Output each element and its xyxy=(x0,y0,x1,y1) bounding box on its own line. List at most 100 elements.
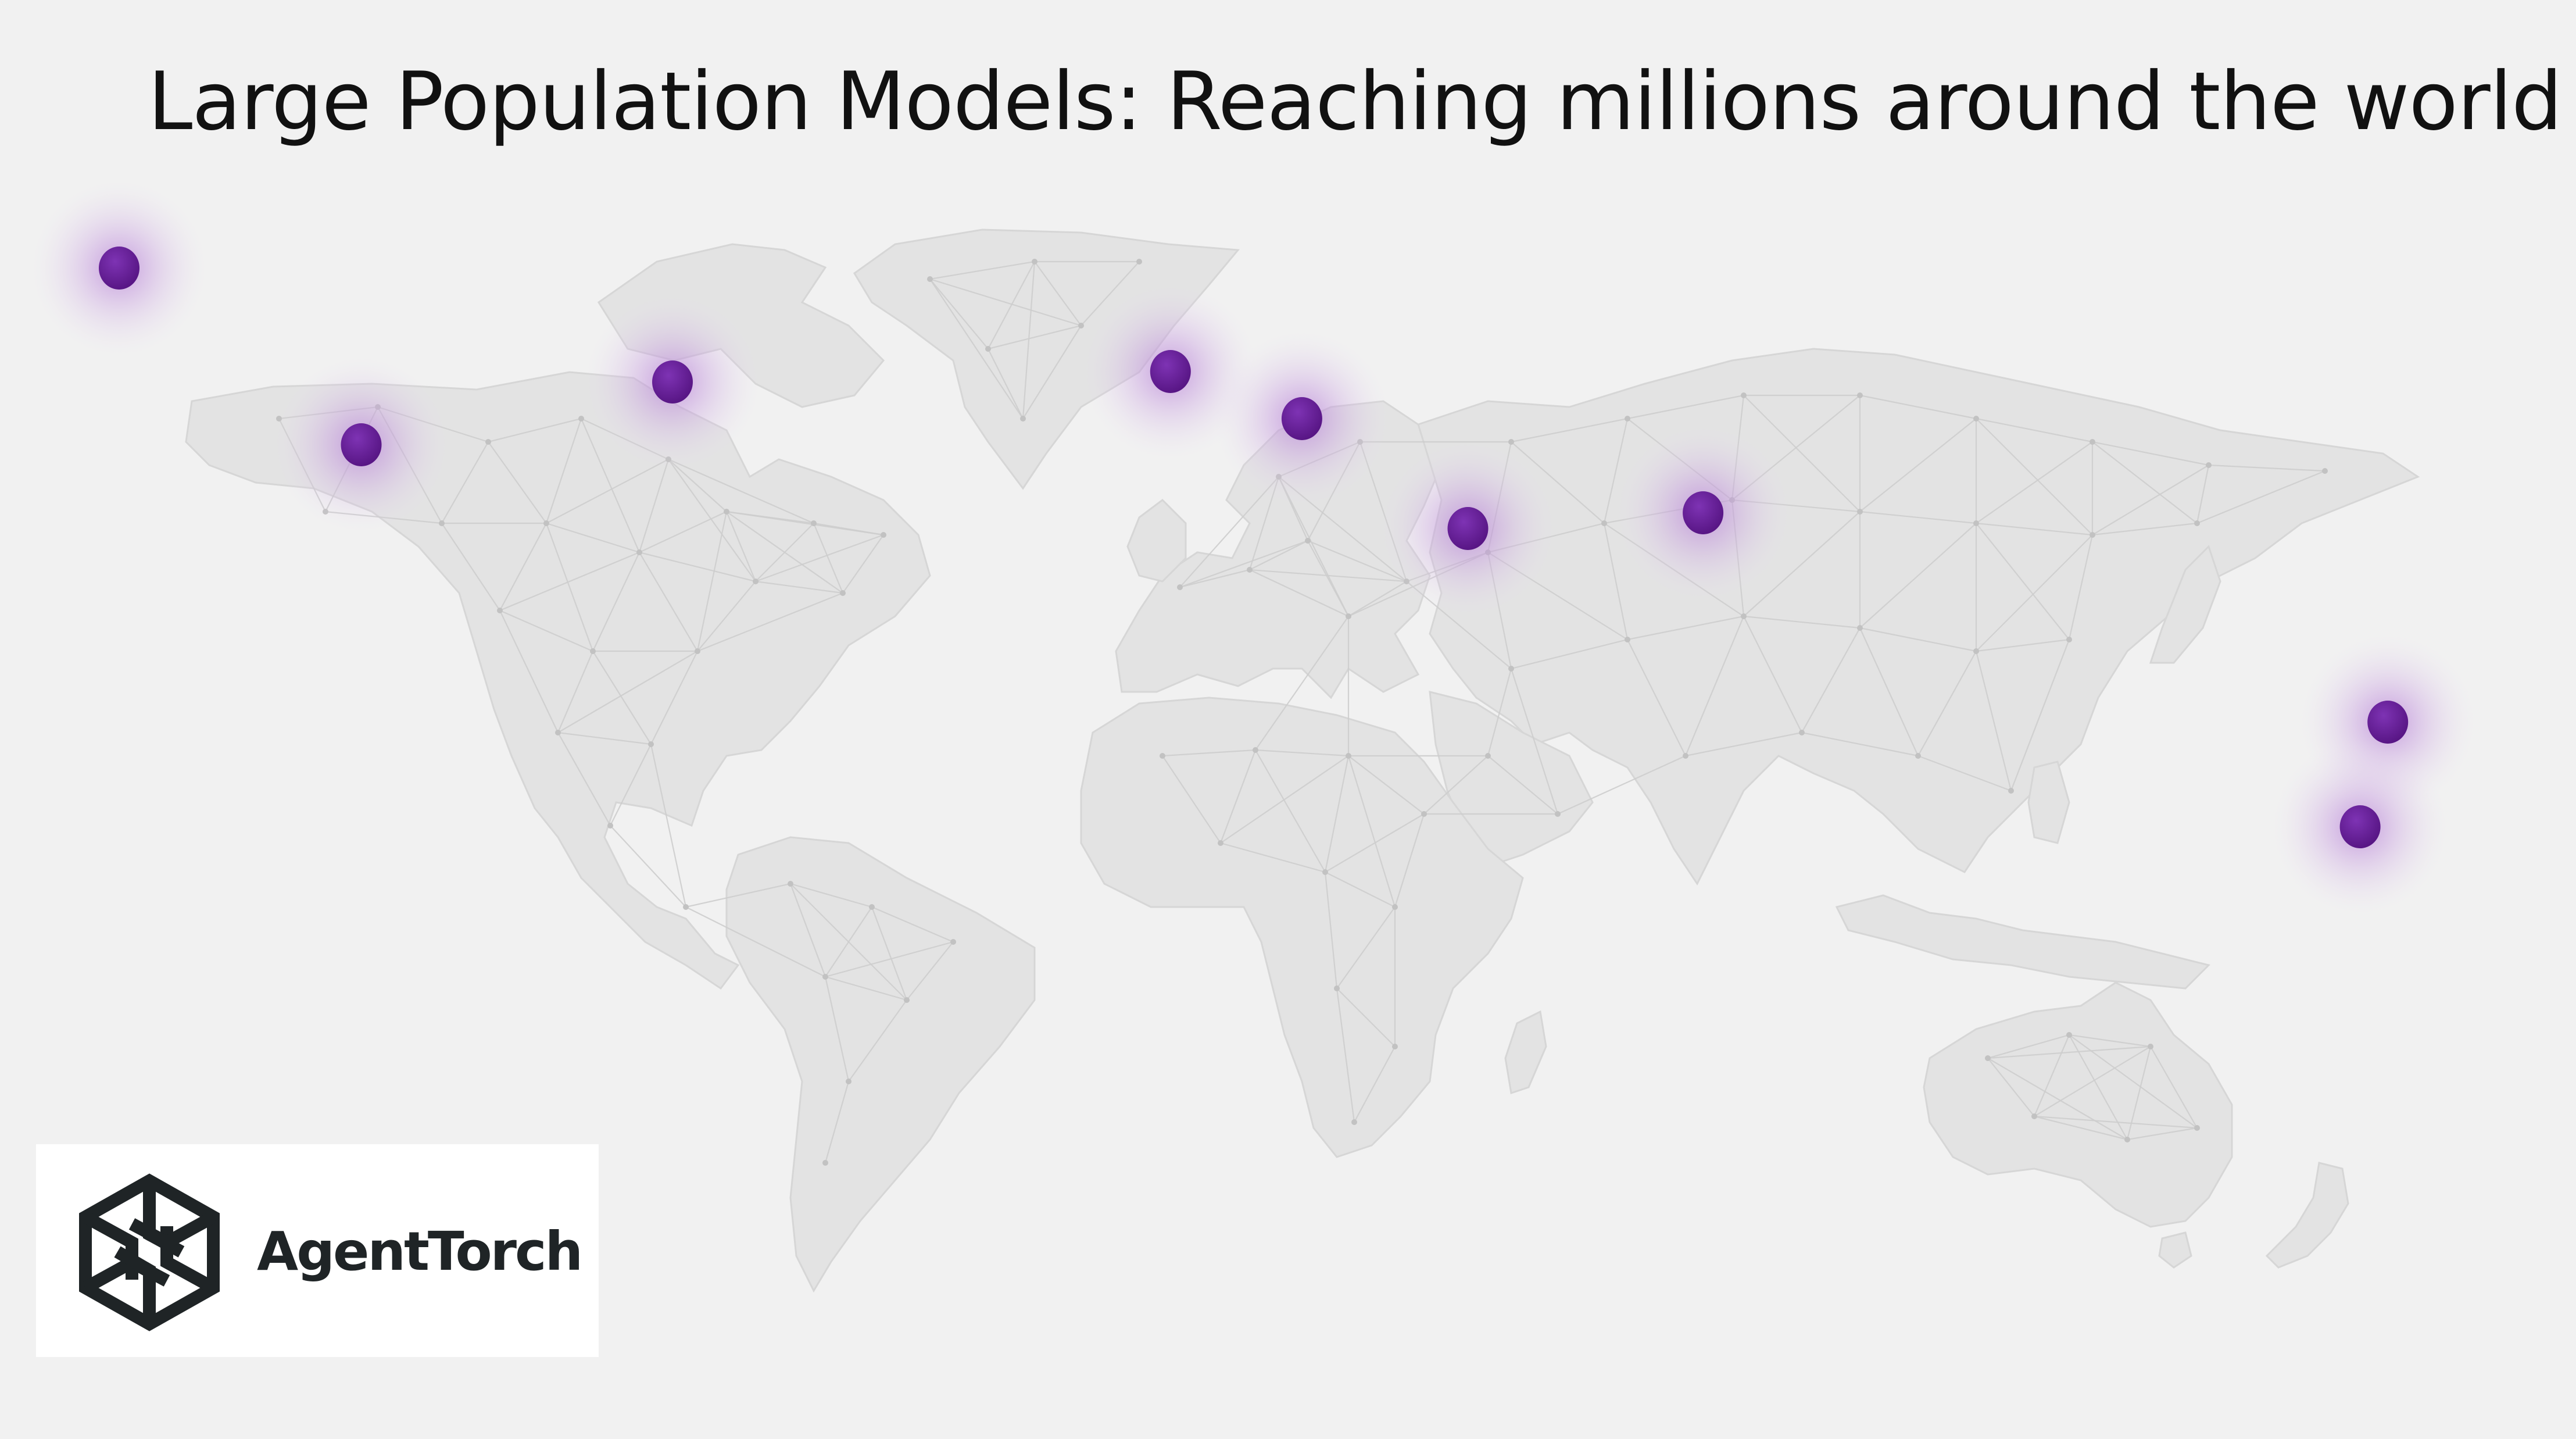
mesh-line xyxy=(441,523,500,611)
mesh-line xyxy=(1162,749,1256,757)
mesh-line xyxy=(696,511,728,652)
land-madagascar xyxy=(1504,1010,1547,1094)
mesh-line xyxy=(2033,1034,2070,1117)
mesh-line xyxy=(1743,616,1802,733)
mesh-node xyxy=(2066,637,2072,642)
mesh-node xyxy=(695,648,700,654)
land-indonesia xyxy=(1835,894,2210,990)
mesh-node xyxy=(1305,538,1311,544)
mesh-line xyxy=(668,458,814,524)
mesh-line xyxy=(789,883,827,977)
mesh-line xyxy=(1627,394,1744,420)
mesh-node xyxy=(1973,520,1979,526)
mesh-line xyxy=(697,581,756,652)
mesh-line xyxy=(1324,872,1338,989)
mesh-node xyxy=(1625,637,1630,642)
mesh-line xyxy=(1917,651,1977,756)
mesh-line xyxy=(1307,540,1407,583)
mesh-node xyxy=(555,730,561,735)
mesh-line xyxy=(488,417,582,443)
mesh-line xyxy=(685,883,791,908)
land-new-zealand xyxy=(2265,1162,2349,1269)
mesh-line xyxy=(650,744,687,908)
mesh-node xyxy=(1322,869,1328,875)
mesh-line xyxy=(1859,627,1919,756)
mesh-node xyxy=(1973,648,1979,654)
mesh-line xyxy=(1336,988,1355,1123)
mesh-node xyxy=(497,608,503,613)
slide-title: Large Population Models: Reaching millio… xyxy=(148,55,2562,148)
location-marker xyxy=(2339,805,2381,848)
mesh-line xyxy=(2069,1034,2151,1048)
mesh-line xyxy=(580,418,641,553)
location-marker xyxy=(99,247,139,290)
mesh-node xyxy=(1799,730,1805,735)
mesh-line xyxy=(790,883,872,908)
mesh-node xyxy=(822,1160,828,1166)
location-marker xyxy=(2367,701,2409,744)
mesh-line xyxy=(2126,1046,2152,1140)
mesh-node xyxy=(1915,753,1921,759)
location-marker xyxy=(1281,397,1322,440)
mesh-line xyxy=(639,551,756,583)
land-arabia xyxy=(1429,691,1594,867)
logo-wordmark: AgentTorch xyxy=(257,1220,583,1283)
mesh-node xyxy=(840,590,846,596)
mesh-line xyxy=(546,522,640,554)
mesh-node xyxy=(2194,1125,2200,1131)
mesh-line xyxy=(546,459,669,524)
mesh-line xyxy=(1249,569,1349,617)
mesh-node xyxy=(1334,985,1340,991)
mesh-node xyxy=(2124,1137,2130,1142)
mesh-line xyxy=(1987,1058,2128,1140)
mesh-line xyxy=(1603,418,1629,524)
mesh-line xyxy=(499,610,559,733)
mesh-line xyxy=(1859,510,1977,524)
mesh-line xyxy=(906,941,954,1001)
mesh-line xyxy=(725,511,757,582)
mesh-node xyxy=(927,276,933,282)
mesh-line xyxy=(1511,417,1628,443)
mesh-line xyxy=(638,459,670,553)
mesh-line xyxy=(2092,522,2198,536)
mesh-line xyxy=(1179,569,1250,588)
mesh-line xyxy=(2068,534,2094,640)
mesh-node xyxy=(648,741,654,747)
mesh-line xyxy=(1219,749,1257,844)
mesh-node xyxy=(1346,753,1351,759)
location-marker xyxy=(1150,350,1191,393)
mesh-node xyxy=(590,648,596,654)
mesh-line xyxy=(1220,842,1326,873)
mesh-line xyxy=(929,278,1082,327)
mesh-line xyxy=(1325,813,1425,873)
mesh-line xyxy=(824,976,850,1082)
mesh-line xyxy=(2010,639,2070,791)
mesh-line xyxy=(1347,755,1396,908)
mesh-line xyxy=(545,418,582,524)
mesh-line xyxy=(848,999,907,1082)
mesh-line xyxy=(1976,417,2093,443)
mesh-line xyxy=(2092,441,2209,466)
mesh-line xyxy=(1859,394,1977,420)
mesh-line xyxy=(499,609,593,652)
mesh-line xyxy=(685,906,826,977)
mesh-line xyxy=(1859,418,1977,512)
mesh-line xyxy=(825,906,872,977)
land-australia xyxy=(1923,981,2233,1228)
mesh-line xyxy=(1487,668,1512,756)
mesh-node xyxy=(1601,520,1607,526)
mesh-line xyxy=(1510,668,1559,815)
mesh-node xyxy=(1032,259,1037,265)
mesh-line xyxy=(1976,638,2070,652)
mesh-line xyxy=(755,534,884,583)
mesh-line xyxy=(2092,441,2198,524)
mesh-line xyxy=(557,651,594,733)
mesh-line xyxy=(1976,534,2093,652)
mesh-node xyxy=(578,416,584,422)
mesh-node xyxy=(2148,1044,2153,1049)
mesh-line xyxy=(1976,418,2093,535)
mesh-line xyxy=(610,744,652,826)
mesh-line xyxy=(1685,731,1802,757)
land-british-isles xyxy=(1126,499,1187,583)
